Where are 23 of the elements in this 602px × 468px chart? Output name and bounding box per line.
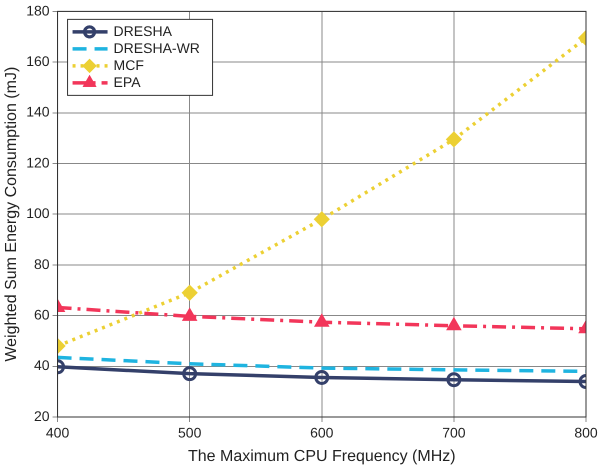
legend-label: MCF [114,56,144,73]
x-tick-label: 500 [178,424,202,440]
point [314,370,330,385]
y-tick-label: 160 [26,52,50,69]
point [315,314,328,327]
point [314,212,330,227]
y-tick-label: 60 [34,306,50,322]
y-tick-label: 80 [34,256,50,272]
x-tick-label: 800 [574,424,598,440]
y-axis-title: Weighted Sum Energy Consumption (mJ) [3,66,20,362]
legend-label: DRESHA [114,22,173,39]
y-tick-label: 180 [26,2,50,18]
y-tick-label: 120 [26,154,50,170]
x-tick-label: 400 [46,424,70,440]
x-axis-title: The Maximum CPU Frequency (MHz) [188,448,456,465]
y-tick-label: 40 [34,357,50,374]
y-tick-label: 100 [26,205,50,222]
x-tick-label: 600 [310,424,334,440]
legend-label: DRESHA-WR [114,40,200,56]
y-tick-label: 20 [34,408,50,424]
x-tick-label: 700 [442,424,466,440]
y-tick-label: 140 [26,104,50,120]
legend-label: EPA [114,74,142,90]
